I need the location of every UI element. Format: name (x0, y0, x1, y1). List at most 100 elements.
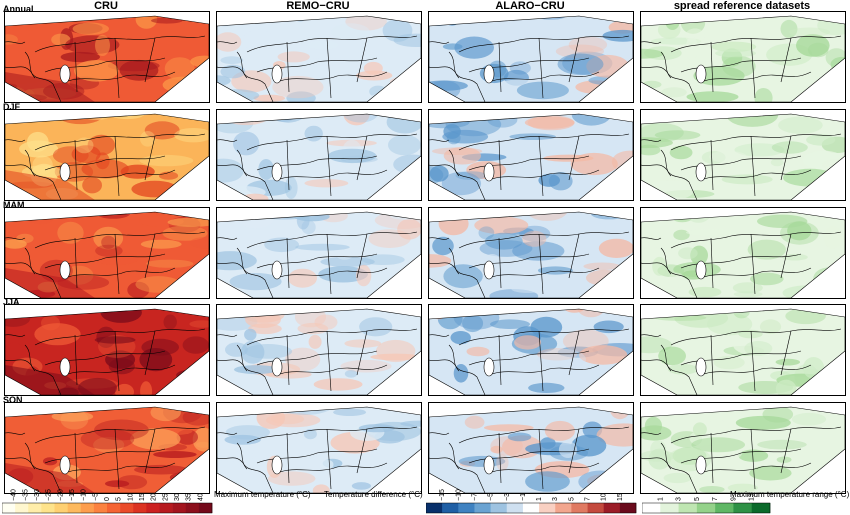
max-temperature-swatch (198, 503, 213, 513)
temperature-difference-swatch (490, 503, 508, 513)
map-panel-djf-alaro-cru (428, 109, 634, 201)
temperature-difference-tick: −3 (504, 493, 511, 501)
map-panel-annual-spread (640, 11, 846, 103)
temperature-difference-swatch (442, 503, 459, 513)
map-panel-jja-cru (4, 304, 210, 396)
map-panel-son-cru (4, 402, 210, 494)
max-temperature-tick: 5 (116, 497, 123, 501)
temperature-range-tick: 9 (730, 497, 737, 501)
map-panel-mam-spread (640, 207, 846, 299)
temperature-difference-swatch (603, 503, 621, 513)
row-label-jja: JJA (3, 297, 20, 307)
colorbar-temperature-difference: −15 −10 −7 −5 −3 −1 1 3 5 7 10 15 (426, 489, 637, 514)
colorbar-label-temperature-range: Maximum temperature range (°C) (730, 490, 850, 499)
max-temperature-swatch (107, 503, 121, 513)
max-temperature-tick: −20 (57, 489, 64, 501)
max-temperature-swatch (2, 503, 16, 513)
temperature-difference-swatch (539, 503, 556, 513)
colorbar-temperature-range: 1 3 5 7 9 13 (642, 493, 771, 514)
column-title-spread: spread reference datasets (673, 0, 811, 12)
max-temperature-tick: −30 (34, 489, 41, 501)
colorbar-label-temperature-difference: Temperature difference (°C) (324, 490, 423, 499)
max-temperature-tick: 30 (174, 493, 181, 501)
max-temperature-tick: 40 (197, 493, 204, 501)
temperature-difference-swatch (458, 503, 475, 513)
colorbar-label-max-temperature: Maximum temperature (°C) (214, 490, 311, 499)
max-temperature-tick: −15 (69, 489, 76, 501)
temperature-range-tick: 13 (749, 493, 756, 501)
temperature-difference-tick: 1 (536, 497, 543, 501)
temperature-range-swatch (715, 503, 734, 513)
temperature-difference-swatch (426, 503, 443, 513)
max-temperature-swatch (185, 503, 200, 513)
max-temperature-tick: 25 (162, 493, 169, 501)
max-temperature-swatch (133, 503, 147, 513)
map-panel-annual-alaro-cru (428, 11, 634, 103)
map-panel-annual-cru (4, 11, 210, 103)
max-temperature-swatch (146, 503, 160, 513)
max-temperature-swatch (54, 503, 68, 513)
temperature-difference-tick: −5 (488, 493, 495, 501)
temperature-difference-tick: 15 (617, 493, 624, 501)
temperature-difference-swatch (474, 503, 491, 513)
max-temperature-tick: −5 (92, 493, 99, 501)
map-panel-djf-cru (4, 109, 210, 201)
temperature-range-swatch (678, 503, 698, 513)
max-temperature-swatch (120, 503, 134, 513)
temperature-range-tick: 1 (657, 497, 664, 501)
temperature-range-tick: 7 (712, 497, 719, 501)
temperature-difference-tick: 3 (552, 497, 559, 501)
max-temperature-tick: 35 (186, 493, 193, 501)
max-temperature-swatch (41, 503, 55, 513)
temperature-range-tick: 5 (694, 497, 701, 501)
max-temperature-tick: 0 (104, 497, 111, 501)
map-panel-jja-spread (640, 304, 846, 396)
max-temperature-tick: −40 (11, 489, 18, 501)
temperature-difference-tick: 5 (568, 497, 575, 501)
temperature-difference-swatch (555, 503, 572, 513)
map-panel-son-alaro-cru (428, 402, 634, 494)
temperature-difference-tick: −10 (455, 489, 462, 501)
map-panel-mam-cru (4, 207, 210, 299)
row-label-son: SON (3, 395, 23, 405)
max-temperature-tick: −35 (22, 489, 29, 501)
max-temperature-tick: 10 (127, 493, 134, 501)
max-temperature-tick: −25 (46, 489, 53, 501)
row-label-mam: MAM (3, 200, 25, 210)
temperature-difference-swatch (522, 503, 540, 513)
row-label-djf: DJF (3, 102, 21, 112)
max-temperature-swatch (28, 503, 42, 513)
column-title-alaro-cru: ALARO−CRU (495, 0, 565, 12)
temperature-range-swatch (696, 503, 716, 513)
temperature-difference-swatch (619, 503, 637, 513)
temperature-difference-tick: −1 (520, 493, 527, 501)
temperature-difference-tick: −7 (472, 493, 479, 501)
colorbar-max-temperature: −40 −35 −30 −25 −20 −15 −10 −5 0 5 10 15 20 25 30 35 40 (2, 489, 213, 514)
map-panel-jja-remo-cru (216, 304, 422, 396)
temperature-range-swatch (642, 503, 661, 513)
max-temperature-swatch (80, 503, 95, 513)
temperature-difference-tick: −15 (439, 489, 446, 501)
map-panel-son-remo-cru (216, 402, 422, 494)
temperature-difference-swatch (571, 503, 588, 513)
temperature-range-swatch (751, 503, 771, 513)
max-temperature-swatch (172, 503, 187, 513)
map-panel-djf-remo-cru (216, 109, 422, 201)
column-title-cru: CRU (94, 0, 118, 12)
temperature-difference-tick: 7 (585, 497, 592, 501)
max-temperature-swatch (159, 503, 173, 513)
max-temperature-swatch (67, 503, 82, 513)
column-title-remo-cru: REMO−CRU (286, 0, 350, 12)
map-panel-annual-remo-cru (216, 11, 422, 103)
temperature-difference-tick: 10 (601, 493, 608, 501)
temperature-range-tick: 3 (676, 497, 683, 501)
row-label-annual: Annual (3, 4, 34, 14)
max-temperature-tick: 20 (151, 493, 158, 501)
temperature-difference-swatch (506, 503, 524, 513)
temperature-range-swatch (660, 503, 679, 513)
map-panel-djf-spread (640, 109, 846, 201)
map-panel-jja-alaro-cru (428, 304, 634, 396)
temperature-range-swatch (733, 503, 753, 513)
max-temperature-tick: 15 (139, 493, 146, 501)
map-panel-mam-alaro-cru (428, 207, 634, 299)
